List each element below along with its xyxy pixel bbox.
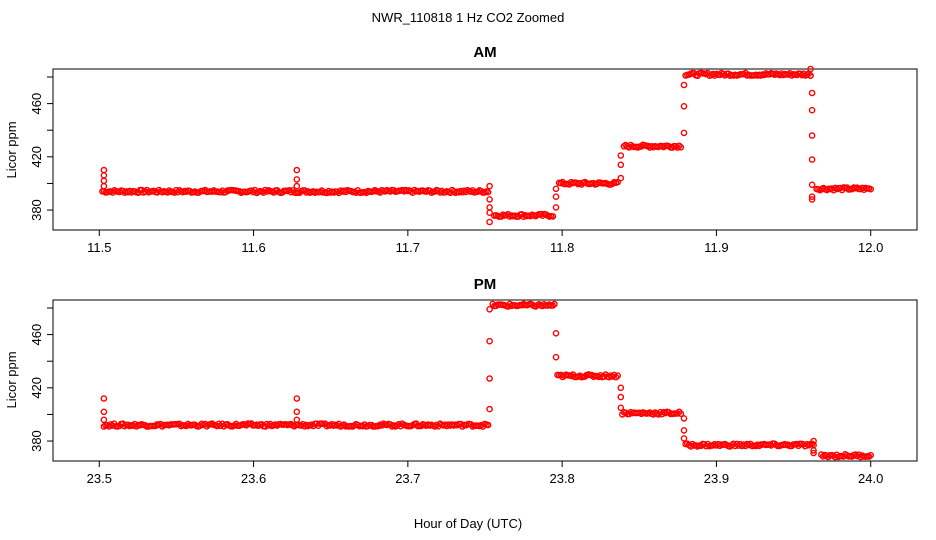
am-point-transition-5	[680, 81, 688, 89]
am-point-transition-4	[617, 174, 625, 182]
pm-y-tick-label: 380	[29, 430, 44, 452]
am-point-transition-2	[486, 196, 493, 203]
x-axis-label: Hour of Day (UTC)	[414, 516, 522, 531]
pm-x-tick-label: 23.5	[87, 471, 112, 486]
pm-point-transition-0	[100, 408, 108, 416]
pm-point-transition-4	[617, 384, 625, 392]
pm-panel: PM 23.5 23.6 23.7 23.8 23.9 24.0 380 420 460 Li…	[4, 276, 918, 486]
am-point-level-5	[867, 185, 875, 193]
pm-point-transition-2	[486, 405, 493, 413]
am-x-tick-label: 12.0	[858, 240, 883, 255]
am-point-transition-6	[807, 72, 814, 79]
am-x-tick-label: 11.7	[396, 240, 420, 255]
pm-point-transition-0	[100, 395, 108, 402]
am-y-tick-label: 460	[29, 93, 44, 115]
pm-x-tick-label: 23.7	[395, 471, 420, 486]
pm-x-tick-label: 23.6	[241, 471, 266, 486]
pm-point-transition-1	[293, 408, 301, 416]
am-x-tick-label: 11.8	[550, 240, 574, 255]
pm-point-transition-5	[680, 427, 688, 434]
pm-x-tick-label: 24.0	[858, 471, 883, 486]
pm-point-transition-0	[100, 416, 108, 424]
am-point-transition-7	[808, 106, 816, 114]
pm-point-level-5	[852, 451, 859, 458]
am-point-level-0	[484, 188, 492, 196]
am-point-transition-3	[552, 185, 560, 193]
am-point-transition-2	[486, 209, 493, 216]
pm-point-transition-4	[617, 393, 625, 401]
am-point-transition-1	[293, 166, 301, 174]
am-y-tick-label: 380	[29, 199, 44, 221]
am-point-transition-2	[486, 204, 493, 211]
am-point-transition-3	[552, 193, 560, 200]
pm-x-tick-label: 23.8	[549, 471, 574, 486]
pm-point-level-3	[677, 410, 685, 418]
figure-title: NWR_110818 1 Hz CO2 Zoomed	[372, 10, 565, 25]
pm-point-transition-6	[810, 447, 817, 454]
am-point-transition-4	[617, 161, 625, 169]
am-x-tick-label: 11.9	[704, 240, 728, 255]
am-point-transition-3	[552, 204, 560, 211]
am-point-transition-2	[486, 182, 493, 190]
pm-point-transition-4	[617, 404, 625, 412]
pm-point-transition-2	[486, 375, 493, 382]
am-plot-frame	[52, 68, 918, 231]
pm-point-transition-5	[680, 435, 688, 442]
pm-point-level-1	[551, 300, 558, 308]
am-point-transition-0	[100, 166, 108, 174]
pm-y-axis-label: Licor ppm	[4, 351, 19, 408]
am-y-axis: 380 420 460	[29, 76, 54, 221]
am-data-points	[99, 65, 875, 226]
am-point-transition-7	[808, 196, 816, 203]
am-point-transition-7	[808, 132, 816, 139]
am-point-transition-7	[808, 156, 816, 163]
pm-point-transition-1	[293, 416, 301, 424]
am-point-transition-4	[617, 152, 625, 159]
am-point-transition-7	[808, 181, 816, 189]
am-x-axis: 11.5 11.6 11.7 11.8 11.9 12.0	[87, 229, 883, 255]
am-point-transition-6	[807, 65, 814, 73]
pm-y-axis: 380 420 460	[29, 307, 54, 452]
am-point-level-3	[677, 143, 685, 151]
pm-point-transition-3	[552, 353, 560, 361]
pm-point-transition-2	[486, 337, 493, 345]
pm-point-level-0	[484, 421, 492, 429]
am-x-tick-label: 11.5	[87, 240, 111, 255]
pm-x-axis: 23.5 23.6 23.7 23.8 23.9 24.0	[87, 460, 883, 486]
pm-plot-frame	[52, 299, 918, 462]
am-panel-title: AM	[473, 44, 496, 61]
pm-point-transition-6	[810, 437, 817, 445]
pm-point-level-3	[674, 410, 681, 417]
pm-point-level-5	[867, 451, 875, 459]
am-point-level-1	[549, 213, 557, 220]
pm-y-tick-label: 460	[29, 324, 44, 346]
pm-point-transition-2	[486, 305, 493, 313]
am-point-transition-0	[100, 177, 108, 185]
pm-point-transition-3	[552, 329, 560, 337]
pm-y-tick-label: 420	[29, 377, 44, 399]
am-point-transition-7	[808, 193, 816, 200]
am-point-transition-5	[680, 129, 688, 137]
am-x-tick-label: 11.6	[241, 240, 265, 255]
am-point-transition-1	[293, 182, 301, 190]
am-y-axis-label: Licor ppm	[4, 121, 19, 178]
pm-x-tick-label: 23.9	[704, 471, 729, 486]
am-point-transition-2	[486, 218, 493, 226]
pm-point-transition-6	[810, 449, 817, 457]
am-point-transition-7	[808, 89, 816, 97]
am-point-transition-0	[100, 172, 108, 179]
pm-point-level-2	[614, 372, 622, 380]
pm-point-transition-1	[293, 395, 301, 402]
am-y-tick-label: 420	[29, 146, 44, 168]
am-point-transition-5	[680, 103, 688, 110]
am-point-transition-1	[293, 176, 301, 183]
am-panel: AM 11.5 11.6 11.7 11.8 11.9 12.0 380 420 460 Li…	[4, 44, 918, 255]
pm-panel-title: PM	[474, 276, 497, 293]
pm-data-points	[100, 300, 875, 461]
pm-point-transition-5	[680, 415, 688, 422]
am-point-level-2	[614, 178, 622, 186]
